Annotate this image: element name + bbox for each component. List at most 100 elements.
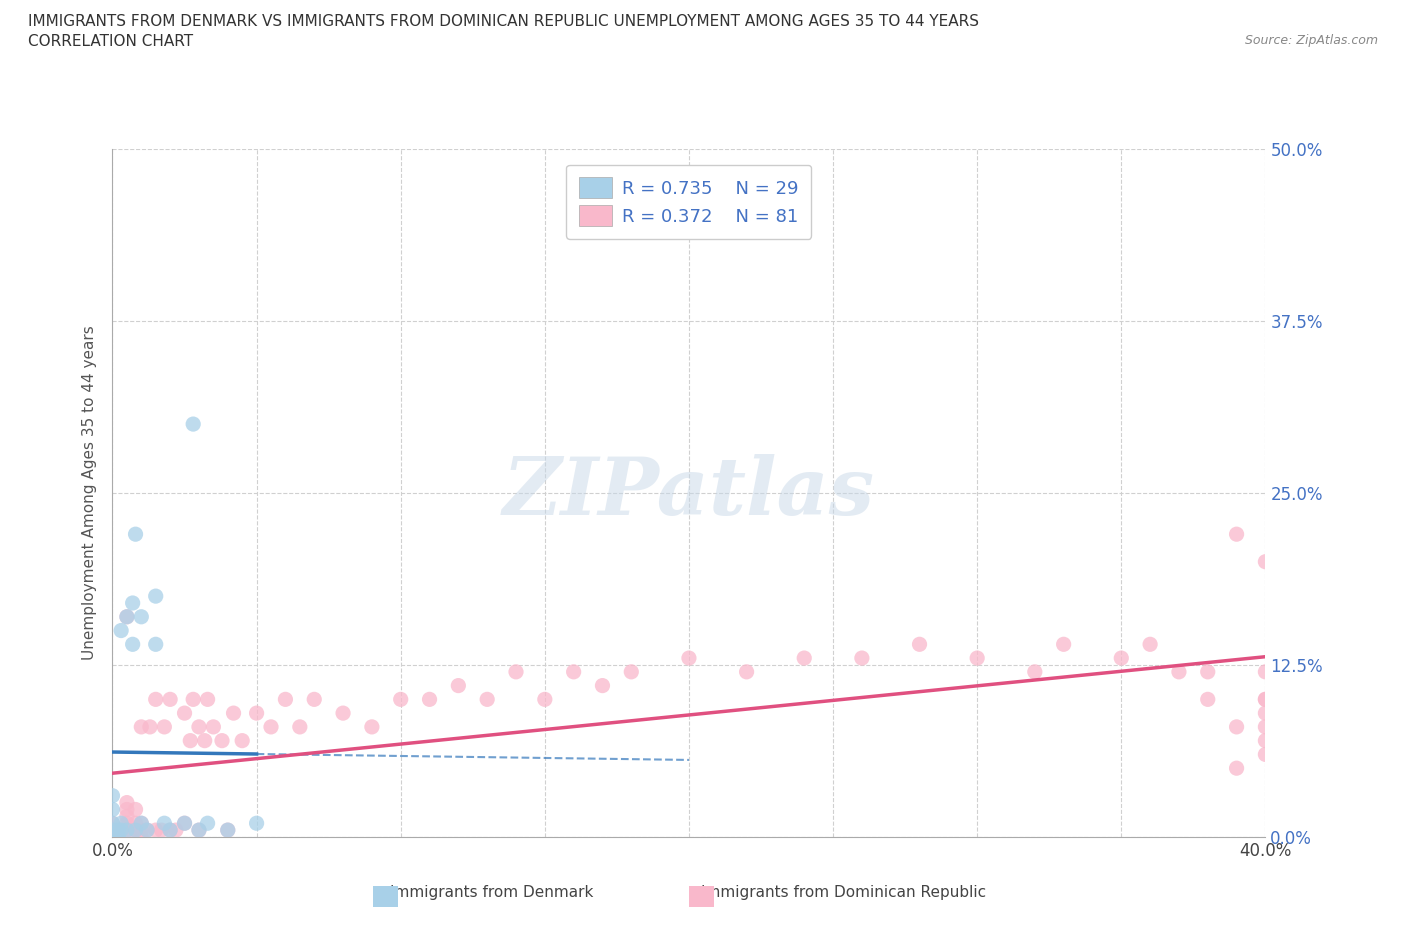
Point [217,823,239,838]
Point [115,823,138,838]
Point [101,816,124,830]
Point [129,823,153,838]
Y-axis label: Unemployment Among Ages 35 to 44 years: Unemployment Among Ages 35 to 44 years [82,326,97,660]
Point [332,706,354,721]
Point [181,417,204,432]
Point [110,816,132,830]
Point [165,823,187,838]
Point [145,637,167,652]
Point [274,692,297,707]
Point [101,816,124,830]
Point [110,623,132,638]
Point [447,678,470,693]
Point [360,720,382,735]
Point [1197,692,1219,707]
Point [231,733,253,748]
Point [136,823,159,838]
Point [129,830,153,844]
Point [1254,664,1277,679]
Point [136,823,159,838]
Point [139,720,162,735]
Point [1254,720,1277,735]
Point [107,823,129,838]
Point [173,706,195,721]
Point [159,823,181,838]
Point [1254,747,1277,762]
Point [793,651,815,666]
Point [475,692,498,707]
Point [505,664,527,679]
Point [153,816,176,830]
Point [101,823,124,838]
Text: Immigrants from Denmark: Immigrants from Denmark [391,885,593,900]
Point [188,823,211,838]
Legend: R = 0.735    N = 29, R = 0.372    N = 81: R = 0.735 N = 29, R = 0.372 N = 81 [567,165,811,239]
Point [159,692,181,707]
Point [121,595,143,610]
Point [1254,692,1277,707]
Point [966,651,988,666]
Point [260,720,283,735]
Point [1024,664,1046,679]
Point [115,816,138,830]
Point [129,816,153,830]
Point [735,664,758,679]
Point [222,706,245,721]
Point [592,678,614,693]
Point [197,816,219,830]
Point [115,609,138,624]
Text: IMMIGRANTS FROM DENMARK VS IMMIGRANTS FROM DOMINICAN REPUBLIC UNEMPLOYMENT AMONG: IMMIGRANTS FROM DENMARK VS IMMIGRANTS FR… [28,14,979,29]
Point [159,823,181,838]
Point [1226,720,1249,735]
Point [173,816,195,830]
Point [181,692,204,707]
Point [533,692,555,707]
Point [124,816,146,830]
Point [101,823,124,838]
Point [115,609,138,624]
Text: Source: ZipAtlas.com: Source: ZipAtlas.com [1244,34,1378,47]
Point [101,830,124,844]
Point [129,609,153,624]
Point [110,830,132,844]
Point [245,706,267,721]
Point [101,830,124,844]
Point [1226,761,1249,776]
Point [115,823,138,838]
Text: CORRELATION CHART: CORRELATION CHART [28,34,193,49]
Point [288,720,311,735]
Point [217,823,239,838]
Point [124,802,146,817]
Point [1254,554,1277,569]
Point [304,692,326,707]
Point [389,692,412,707]
Point [194,733,217,748]
Point [129,816,153,830]
Point [107,830,129,844]
Point [145,692,167,707]
Point [620,664,643,679]
Point [110,823,132,838]
Point [1167,664,1189,679]
Point [1254,733,1277,748]
Point [1111,651,1133,666]
Point [562,664,585,679]
Point [121,823,143,838]
Point [110,823,132,838]
Point [173,816,195,830]
Point [121,637,143,652]
Point [145,823,167,838]
Point [1254,692,1277,707]
Text: ZIPatlas: ZIPatlas [503,454,875,532]
Text: Immigrants from Dominican Republic: Immigrants from Dominican Republic [702,885,986,900]
Point [211,733,233,748]
Point [179,733,201,748]
Point [202,720,225,735]
Point [124,526,146,541]
Point [1197,664,1219,679]
Point [124,823,146,838]
Point [153,720,176,735]
Point [124,823,146,838]
Point [419,692,441,707]
Point [197,692,219,707]
